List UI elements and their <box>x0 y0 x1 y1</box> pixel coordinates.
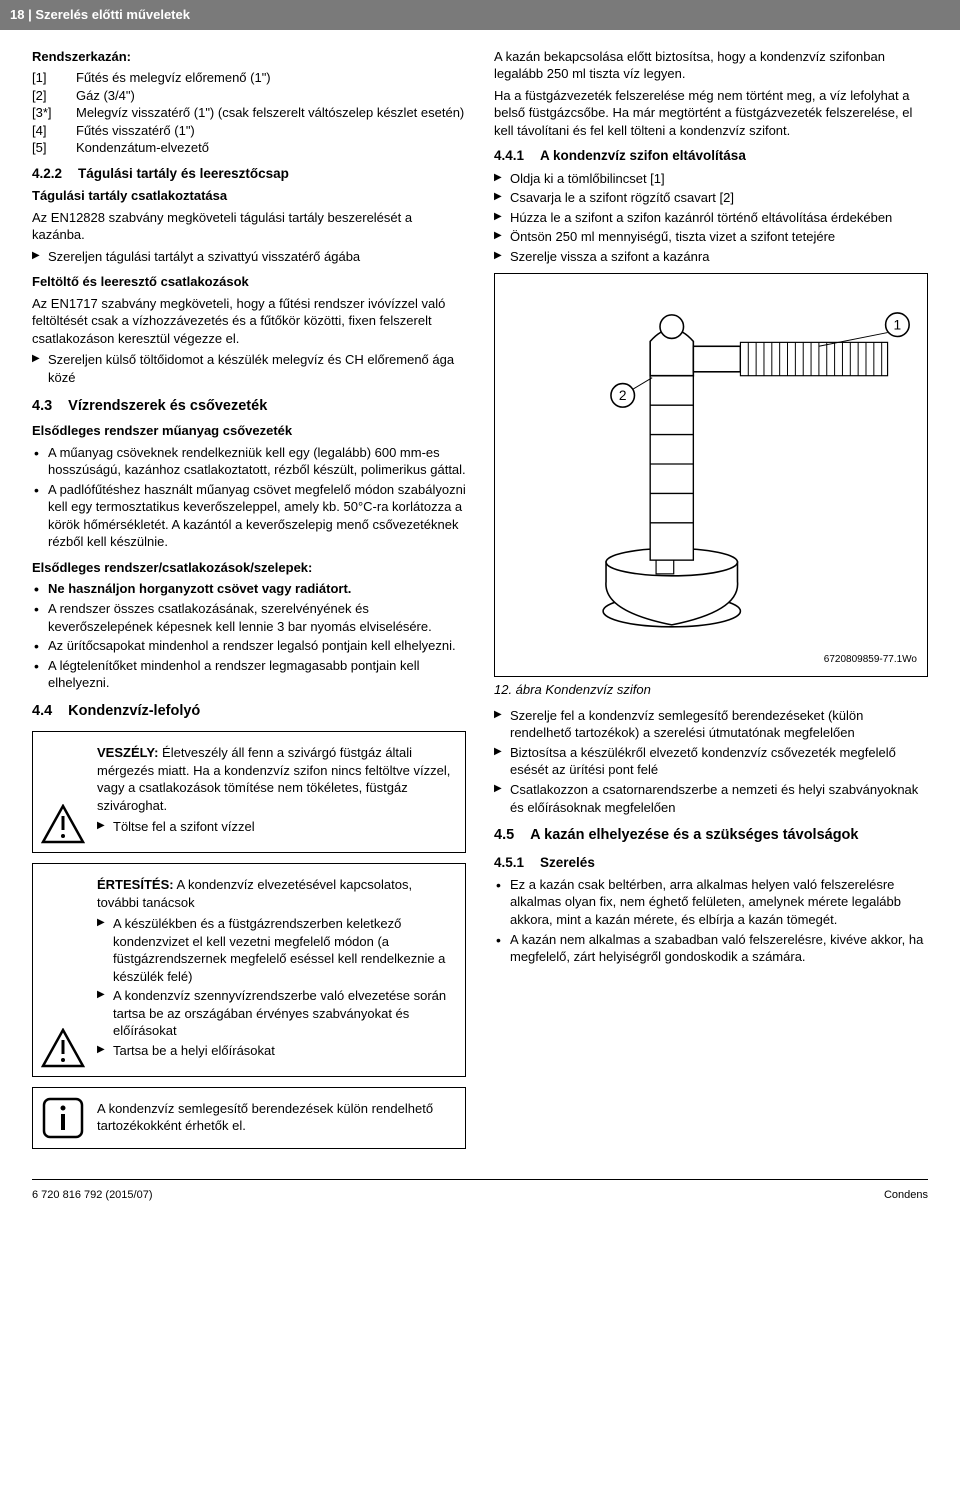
bullet: Tartsa be a helyi előírásokat <box>97 1042 457 1060</box>
bullet: A műanyag csöveknek rendelkezniük kell e… <box>32 444 466 479</box>
bullet: Töltse fel a szifont vízzel <box>97 818 457 836</box>
item-key: [3*] <box>32 104 66 122</box>
sect-num: 4.5 <box>494 826 514 846</box>
para: Ha a füstgázvezeték felszerelése még nem… <box>494 87 928 140</box>
sect-title: Tágulási tartály és leeresztőcsap <box>78 165 289 183</box>
bullet: A rendszer összes csatlakozásának, szere… <box>32 600 466 635</box>
bullet: Ez a kazán csak beltérben, arra alkalmas… <box>494 876 928 929</box>
page-header: 18 | Szerelés előtti műveletek <box>0 0 960 30</box>
item-key: [5] <box>32 139 66 157</box>
bullet: Húzza le a szifont a szifon kazánról tör… <box>494 209 928 227</box>
sect-title: Kondenzvíz-lefolyó <box>68 702 200 722</box>
item-key: [2] <box>32 87 66 105</box>
notice-label: ÉRTESÍTÉS: <box>97 877 174 892</box>
bullet: Szerelje fel a kondenzvíz semlegesítő be… <box>494 707 928 742</box>
subsection: Feltöltő és leeresztő csatlakozások <box>32 273 466 291</box>
sect-num: 4.2.2 <box>32 165 62 183</box>
info-box: A kondenzvíz semlegesítő berendezések kü… <box>32 1087 466 1149</box>
sect-title: A kondenzvíz szifon eltávolítása <box>540 147 746 165</box>
system-heading: Rendszerkazán: <box>32 48 466 66</box>
danger-label: VESZÉLY: <box>97 745 158 760</box>
bullet: A kondenzvíz szennyvízrendszerbe való el… <box>97 987 457 1040</box>
bullet: A készülékben és a füstgázrendszerben ke… <box>97 915 457 985</box>
item-val: Gáz (3/4") <box>76 87 135 105</box>
info-text: A kondenzvíz semlegesítő berendezések kü… <box>97 1100 457 1135</box>
warning-icon <box>41 1028 85 1068</box>
para: Az EN12828 szabvány megköveteli tágulási… <box>32 209 466 244</box>
system-items: [1] Fűtés és melegvíz előremenő (1") [2] G… <box>32 69 466 157</box>
item-val: Melegvíz visszatérő (1") (csak felszerel… <box>76 104 464 122</box>
subsection: Elsődleges rendszer műanyag csővezeték <box>32 422 466 440</box>
sect-num: 4.5.1 <box>494 854 524 872</box>
callout-2-text: 2 <box>619 388 627 403</box>
bullet: Öntsön 250 ml mennyiségű, tiszta vizet a… <box>494 228 928 246</box>
page-number: 18 <box>10 7 24 22</box>
sect-title: Vízrendszerek és csővezeték <box>68 397 267 417</box>
bullet: Biztosítsa a készülékről elvezető konden… <box>494 744 928 779</box>
footer-left: 6 720 816 792 (2015/07) <box>32 1188 153 1203</box>
item-key: [1] <box>32 69 66 87</box>
page-title: Szerelés előtti műveletek <box>35 7 190 22</box>
footer-right: Condens <box>884 1188 928 1203</box>
bullet: Csavarja le a szifont rögzítő csavart [2… <box>494 189 928 207</box>
page-footer: 6 720 816 792 (2015/07) Condens <box>32 1188 928 1203</box>
subsection: Elsődleges rendszer/csatlakozások/szelep… <box>32 559 466 577</box>
left-column: Rendszerkazán: [1] Fűtés és melegvíz előr… <box>32 44 466 1159</box>
danger-box: VESZÉLY: Életveszély áll fenn a szivárgó… <box>32 731 466 853</box>
figure-frame: 1 2 6720809859-77.1Wo <box>494 273 928 677</box>
warning-icon <box>41 804 85 844</box>
sect-num: 4.3 <box>32 397 52 417</box>
bullet: A padlófűtéshez használt műanyag csövet … <box>32 481 466 551</box>
footer-rule <box>32 1179 928 1180</box>
callout-1-text: 1 <box>894 318 902 333</box>
notice-box: ÉRTESÍTÉS: A kondenzvíz elvezetésével ka… <box>32 863 466 1076</box>
item-val: Fűtés visszatérő (1") <box>76 122 195 140</box>
sect-title: A kazán elhelyezése és a szükséges távol… <box>530 826 858 846</box>
figure-credit: 6720809859-77.1Wo <box>505 653 917 667</box>
bullet: Csatlakozzon a csatornarendszerbe a nemz… <box>494 781 928 816</box>
figure-caption: 12. ábra Kondenzvíz szifon <box>494 681 928 699</box>
item-val: Kondenzátum-elvezető <box>76 139 209 157</box>
bullet: A légtelenítőket mindenhol a rendszer le… <box>32 657 466 692</box>
right-column: A kazán bekapcsolása előtt biztosítsa, h… <box>494 44 928 1159</box>
bullet: Szereljen tágulási tartályt a szivattyú … <box>32 248 466 266</box>
para: A kazán bekapcsolása előtt biztosítsa, h… <box>494 48 928 83</box>
sect-title: Szerelés <box>540 854 595 872</box>
bullet: Az ürítőcsapokat mindenhol a rendszer le… <box>32 637 466 655</box>
bullet: Oldja ki a tömlőbilincset [1] <box>494 170 928 188</box>
sect-num: 4.4.1 <box>494 147 524 165</box>
bullet: Szerelje vissza a szifont a kazánra <box>494 248 928 266</box>
bullet: Szereljen külső töltőidomot a készülék m… <box>32 351 466 386</box>
para: Az EN1717 szabvány megköveteli, hogy a f… <box>32 295 466 348</box>
siphon-figure: 1 2 <box>505 284 917 644</box>
sect-num: 4.4 <box>32 702 52 722</box>
bullet: Ne használjon horganyzott csövet vagy ra… <box>32 580 466 598</box>
item-key: [4] <box>32 122 66 140</box>
info-icon <box>41 1096 85 1140</box>
subsection: Tágulási tartály csatlakoztatása <box>32 187 466 205</box>
item-val: Fűtés és melegvíz előremenő (1") <box>76 69 271 87</box>
bullet: A kazán nem alkalmas a szabadban való fe… <box>494 931 928 966</box>
